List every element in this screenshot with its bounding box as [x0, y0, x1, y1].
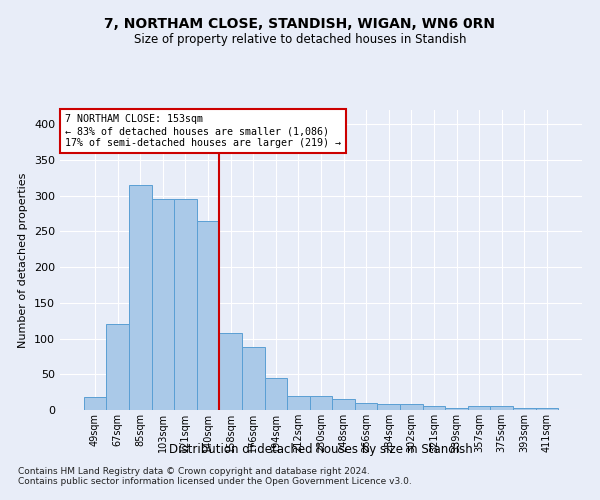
Bar — [287, 396, 310, 410]
Y-axis label: Number of detached properties: Number of detached properties — [19, 172, 28, 348]
Bar — [513, 408, 536, 410]
Text: Contains public sector information licensed under the Open Government Licence v3: Contains public sector information licen… — [18, 478, 412, 486]
Bar — [129, 185, 152, 410]
Bar — [355, 403, 377, 410]
Bar — [490, 406, 513, 410]
Bar — [445, 408, 468, 410]
Bar — [536, 408, 558, 410]
Text: Distribution of detached houses by size in Standish: Distribution of detached houses by size … — [169, 442, 473, 456]
Bar — [265, 378, 287, 410]
Text: Size of property relative to detached houses in Standish: Size of property relative to detached ho… — [134, 32, 466, 46]
Bar — [242, 347, 265, 410]
Bar — [84, 397, 106, 410]
Bar — [377, 404, 400, 410]
Bar — [152, 200, 174, 410]
Text: 7, NORTHAM CLOSE, STANDISH, WIGAN, WN6 0RN: 7, NORTHAM CLOSE, STANDISH, WIGAN, WN6 0… — [104, 18, 496, 32]
Text: 7 NORTHAM CLOSE: 153sqm
← 83% of detached houses are smaller (1,086)
17% of semi: 7 NORTHAM CLOSE: 153sqm ← 83% of detache… — [65, 114, 341, 148]
Bar — [468, 406, 490, 410]
Bar — [197, 220, 220, 410]
Bar — [422, 406, 445, 410]
Text: Contains HM Land Registry data © Crown copyright and database right 2024.: Contains HM Land Registry data © Crown c… — [18, 468, 370, 476]
Bar — [220, 333, 242, 410]
Bar — [310, 396, 332, 410]
Bar — [332, 400, 355, 410]
Bar — [106, 324, 129, 410]
Bar — [400, 404, 422, 410]
Bar — [174, 200, 197, 410]
